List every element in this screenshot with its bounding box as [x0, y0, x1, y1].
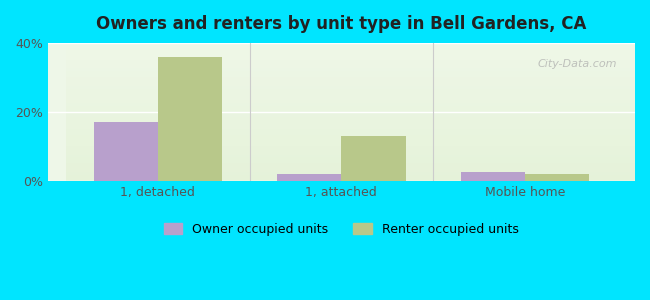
Bar [341, 136, 406, 181]
Text: City-Data.com: City-Data.com [538, 59, 617, 70]
Bar [525, 174, 589, 181]
Bar [94, 122, 158, 181]
Title: Owners and renters by unit type in Bell Gardens, CA: Owners and renters by unit type in Bell … [96, 15, 586, 33]
Bar [461, 172, 525, 181]
Legend: Owner occupied units, Renter occupied units: Owner occupied units, Renter occupied un… [159, 218, 524, 241]
Bar [277, 174, 341, 181]
Bar [158, 57, 222, 181]
